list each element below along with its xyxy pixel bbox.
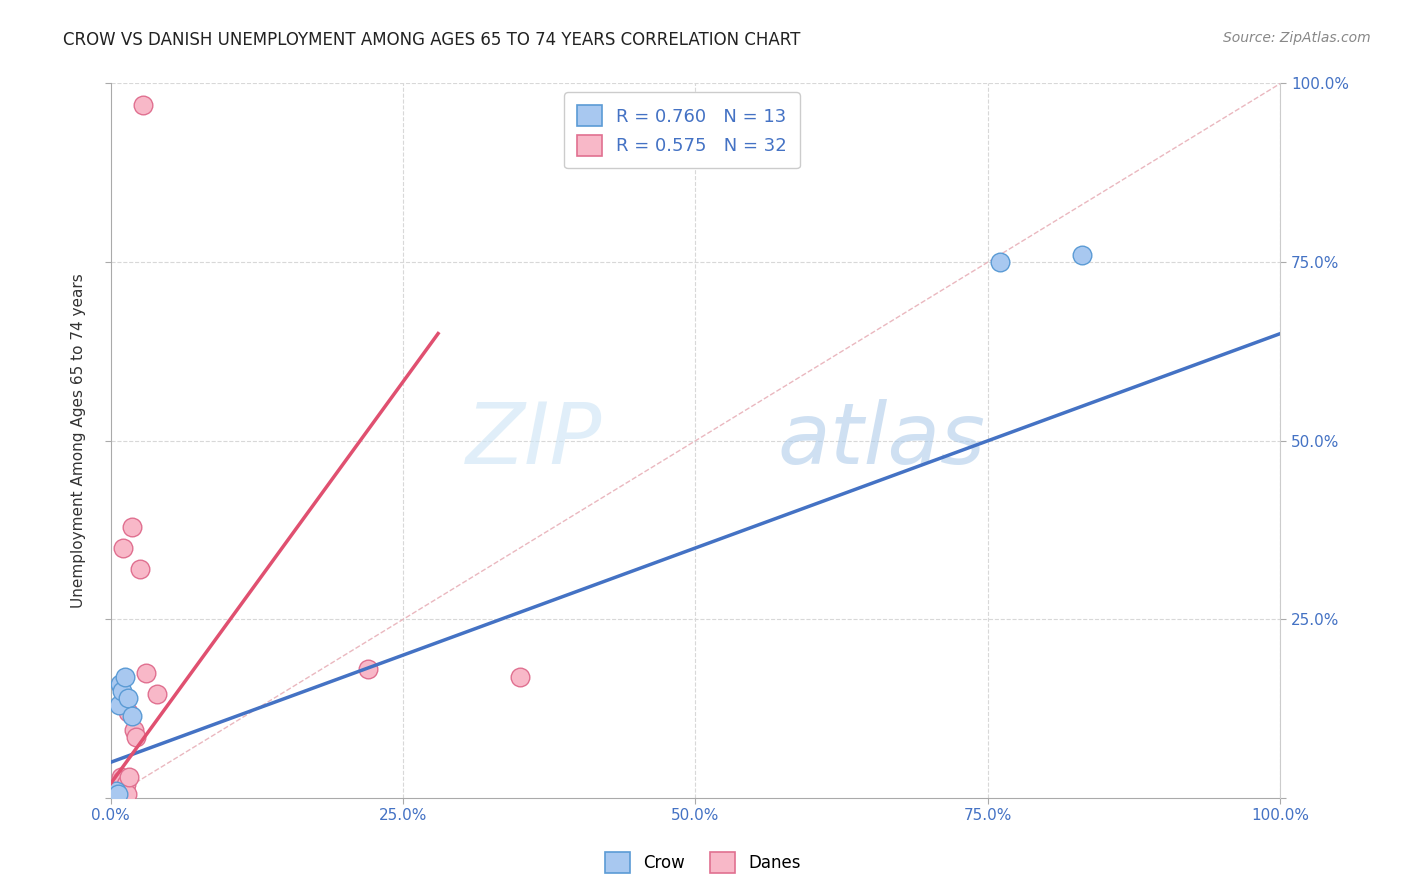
Point xyxy=(112,541,135,555)
Point xyxy=(101,789,124,804)
Point xyxy=(121,519,143,533)
Point xyxy=(105,788,128,802)
Point xyxy=(100,789,122,803)
Point xyxy=(114,669,136,683)
Y-axis label: Unemployment Among Ages 65 to 74 years: Unemployment Among Ages 65 to 74 years xyxy=(72,273,86,608)
Point xyxy=(509,669,531,683)
Point xyxy=(111,785,134,799)
Point xyxy=(117,706,139,720)
Point xyxy=(125,731,148,745)
Text: Source: ZipAtlas.com: Source: ZipAtlas.com xyxy=(1223,31,1371,45)
Point xyxy=(121,709,143,723)
Text: atlas: atlas xyxy=(778,400,986,483)
Point xyxy=(114,777,136,791)
Point xyxy=(107,780,129,795)
Point xyxy=(105,784,128,798)
Point xyxy=(104,788,127,802)
Point xyxy=(115,788,138,802)
Point xyxy=(104,789,127,803)
Point xyxy=(103,788,125,802)
Point xyxy=(110,770,132,784)
Point xyxy=(107,787,129,801)
Point xyxy=(110,788,132,802)
Text: ZIP: ZIP xyxy=(465,400,602,483)
Point xyxy=(117,691,139,706)
Text: CROW VS DANISH UNEMPLOYMENT AMONG AGES 65 TO 74 YEARS CORRELATION CHART: CROW VS DANISH UNEMPLOYMENT AMONG AGES 6… xyxy=(63,31,800,49)
Point xyxy=(101,788,124,802)
Legend: R = 0.760   N = 13, R = 0.575   N = 32: R = 0.760 N = 13, R = 0.575 N = 32 xyxy=(564,93,800,169)
Point xyxy=(103,788,125,802)
Point xyxy=(104,785,127,799)
Point xyxy=(111,773,134,788)
Point xyxy=(118,770,141,784)
Point xyxy=(111,684,134,698)
Point xyxy=(357,662,380,676)
Point xyxy=(105,784,128,798)
Point xyxy=(107,788,129,802)
Point xyxy=(103,786,125,800)
Point xyxy=(988,255,1011,269)
Point xyxy=(108,677,131,691)
Point xyxy=(1070,248,1092,262)
Point xyxy=(122,723,145,738)
Point xyxy=(107,698,129,713)
Point xyxy=(132,98,155,112)
Point xyxy=(135,665,157,680)
Point xyxy=(128,562,150,576)
Point xyxy=(108,784,131,798)
Point xyxy=(107,785,129,799)
Legend: Crow, Danes: Crow, Danes xyxy=(599,846,807,880)
Point xyxy=(101,789,124,803)
Point xyxy=(146,688,169,702)
Point xyxy=(108,777,131,791)
Point xyxy=(114,780,136,795)
